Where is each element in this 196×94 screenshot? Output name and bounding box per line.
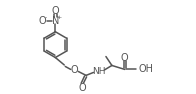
Text: O: O	[121, 53, 129, 63]
Text: N: N	[52, 16, 60, 26]
Text: O: O	[78, 83, 86, 93]
Text: O: O	[52, 6, 59, 16]
Text: -: -	[45, 15, 47, 20]
Text: O: O	[70, 65, 78, 75]
Text: O: O	[38, 16, 46, 26]
Text: OH: OH	[138, 64, 153, 74]
Text: +: +	[56, 15, 62, 20]
Text: NH: NH	[92, 67, 105, 76]
